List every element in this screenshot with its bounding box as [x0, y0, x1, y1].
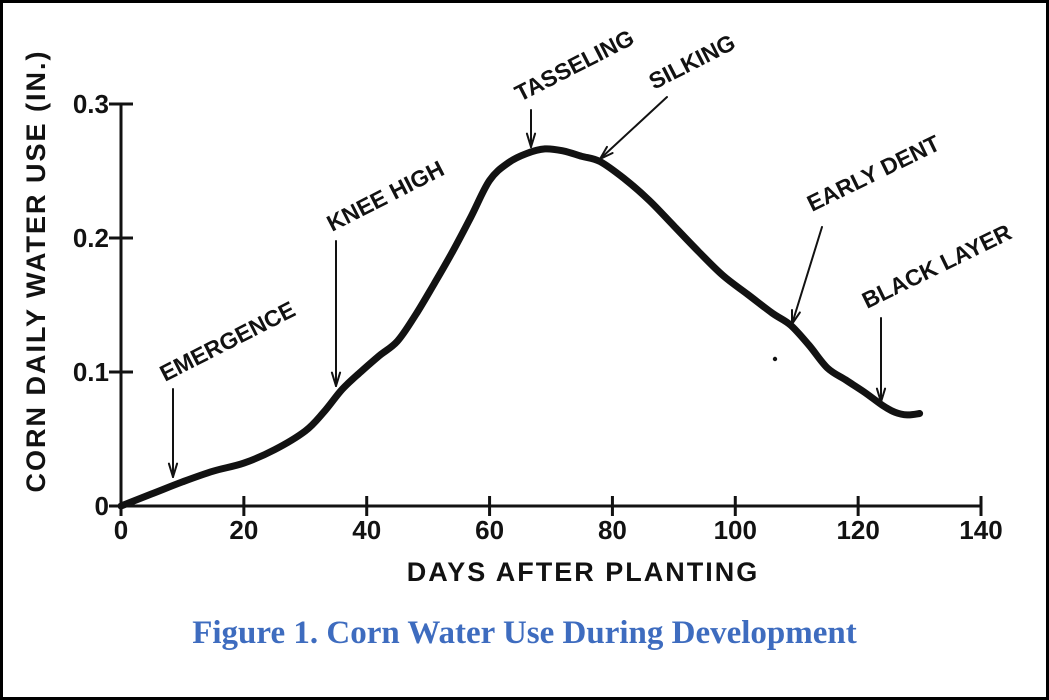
annotation-tasseling: TASSELING	[510, 24, 638, 148]
water-use-line	[117, 145, 924, 510]
axis-ticks: 0 20 40 60 80 100 120 140 0 0.1 0.2 0.3	[73, 89, 1003, 545]
arrowhead-line	[875, 387, 882, 403]
figure-caption: Figure 1. Corn Water Use During Developm…	[192, 615, 857, 651]
corn-water-use-chart: 0 20 40 60 80 100 120 140 0 0.1 0.2 0.3 DAYS AFTER …	[21, 24, 1016, 587]
x-tick-label: 100	[714, 515, 757, 545]
stage-label: KNEE HIGH	[322, 155, 448, 236]
arrow-shaft	[599, 96, 668, 160]
x-tick-label: 80	[598, 515, 627, 545]
arrowhead-line	[167, 462, 174, 478]
annotation-black-layer: BLACK LAYER	[858, 219, 1016, 403]
arrowhead-line	[172, 462, 179, 478]
arrowhead-line	[599, 145, 608, 160]
arrowhead-line	[330, 371, 337, 387]
stage-label: EMERGENCE	[155, 296, 299, 386]
stage-label: TASSELING	[510, 24, 638, 106]
x-tick-label: 140	[959, 515, 1002, 545]
stage-label: EARLY DENT	[803, 130, 944, 217]
stray-dot	[772, 356, 778, 362]
y-tick-label: 0	[95, 491, 109, 521]
y-tick-label: 0.3	[73, 89, 109, 119]
arrowhead-line	[599, 152, 614, 160]
y-axis-title: CORN DAILY WATER USE (IN.)	[21, 49, 51, 492]
stage-label: BLACK LAYER	[858, 219, 1016, 314]
water-use-curve	[117, 145, 924, 510]
arrowhead-line	[335, 371, 342, 387]
arrowhead-line	[880, 387, 887, 403]
y-tick-label: 0.2	[73, 223, 109, 253]
x-tick-label: 120	[836, 515, 879, 545]
stage-label: SILKING	[644, 29, 739, 95]
arrowhead-line	[791, 311, 801, 325]
arrowhead-line	[530, 132, 537, 148]
x-tick-label: 0	[114, 515, 128, 545]
x-tick-label: 60	[475, 515, 504, 545]
x-tick-label: 20	[229, 515, 258, 545]
arrow-shaft	[791, 226, 823, 325]
axes	[119, 104, 981, 508]
x-tick-label: 40	[352, 515, 381, 545]
y-tick-label: 0.1	[73, 357, 109, 387]
arrowhead-line	[525, 132, 532, 148]
x-axis-title: DAYS AFTER PLANTING	[407, 557, 760, 587]
